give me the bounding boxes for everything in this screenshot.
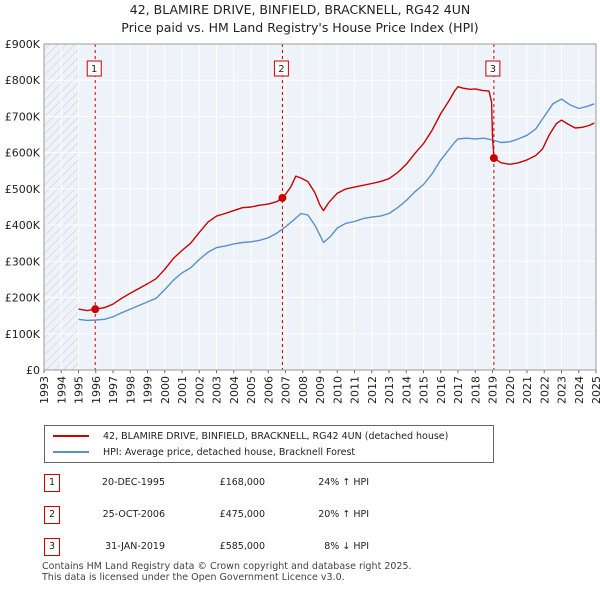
- y-tick-label: £200K: [5, 292, 41, 305]
- sale-marker-number: 1: [91, 64, 97, 75]
- x-tick-label: 2011: [349, 376, 362, 404]
- sale-date: 25-OCT-2006: [102, 509, 165, 520]
- sales-table: 1 20-DEC-1995 £168,000 24% ↑ HPI 2 25-OC…: [0, 472, 600, 562]
- sale-point: [91, 305, 100, 314]
- footer-licence: This data is licensed under the Open Gov…: [42, 572, 345, 583]
- x-tick-label: 2015: [418, 376, 431, 404]
- sale-point: [489, 154, 498, 163]
- x-tick-label: 1996: [90, 376, 103, 404]
- x-tick-label: 2017: [452, 376, 465, 404]
- sale-marker-labels: 1 2 3: [86, 60, 501, 77]
- x-tick-label: 2012: [366, 376, 379, 404]
- y-tick-label: £300K: [5, 255, 41, 268]
- y-tick-label: £900K: [5, 38, 41, 51]
- x-tick-label: 2009: [314, 376, 327, 404]
- sale-row: 3 31-JAN-2019 £585,000 8% ↓ HPI: [0, 538, 600, 558]
- plot-border: [43, 43, 597, 371]
- sale-row: 2 25-OCT-2006 £475,000 20% ↑ HPI: [0, 506, 600, 526]
- y-tick-label: £700K: [5, 110, 41, 123]
- sale-price: £475,000: [219, 509, 265, 520]
- legend-label-hpi: HPI: Average price, detached house, Brac…: [103, 446, 356, 458]
- sale-hpi-diff: 24% ↑ HPI: [318, 477, 369, 488]
- legend-swatch-hpi: [53, 451, 89, 453]
- x-tick-label: 1994: [55, 376, 68, 404]
- x-tick-label: 1998: [124, 376, 137, 404]
- legend-item-hpi: HPI: Average price, detached house, Brac…: [53, 444, 355, 460]
- series-line-hpi: [78, 98, 595, 322]
- sale-points: [91, 154, 498, 314]
- footer: Contains HM Land Registry data © Crown c…: [42, 561, 412, 583]
- sale-marker-number: 3: [490, 64, 496, 75]
- x-tick-label: 2019: [487, 376, 500, 404]
- legend-label-property: 42, BLAMIRE DRIVE, BINFIELD, BRACKNELL, …: [103, 430, 449, 442]
- x-tick-label: 2020: [504, 376, 517, 404]
- x-tick-label: 2005: [245, 376, 258, 404]
- x-tick-label: 2023: [556, 376, 569, 404]
- chart-subtitle: Price paid vs. HM Land Registry's House …: [121, 20, 479, 35]
- series-line-property: [78, 86, 595, 312]
- sale-number-badge: 2: [44, 506, 60, 524]
- x-tick-label: 2014: [400, 376, 413, 404]
- x-tick-label: 2002: [193, 376, 206, 404]
- sale-point: [278, 193, 287, 202]
- y-axis: £0 £100K £200K £300K £400K £500K £600K £700K £80…: [5, 38, 41, 377]
- sale-date: 31-JAN-2019: [105, 541, 165, 552]
- y-tick-label: £500K: [5, 183, 41, 196]
- sale-date: 20-DEC-1995: [101, 477, 165, 488]
- x-tick-label: 2013: [383, 376, 396, 404]
- legend-swatch-property: [53, 435, 89, 437]
- x-tick-label: 2018: [469, 376, 482, 404]
- x-tick-label: 2025: [590, 376, 600, 404]
- sale-row: 1 20-DEC-1995 £168,000 24% ↑ HPI: [0, 474, 600, 494]
- legend: 42, BLAMIRE DRIVE, BINFIELD, BRACKNELL, …: [44, 425, 494, 463]
- legend-item-property: 42, BLAMIRE DRIVE, BINFIELD, BRACKNELL, …: [53, 428, 448, 444]
- x-tick-label: 2004: [228, 376, 241, 404]
- x-tick-label: 2022: [538, 376, 551, 404]
- x-tick-label: 2008: [297, 376, 310, 404]
- footer-copyright: Contains HM Land Registry data © Crown c…: [42, 561, 412, 572]
- y-tick-label: £100K: [5, 328, 41, 341]
- sale-hpi-diff: 8% ↓ HPI: [324, 541, 369, 552]
- x-tick-label: 2007: [280, 376, 293, 404]
- x-tick-label: 2000: [159, 376, 172, 404]
- x-tick-label: 1995: [73, 376, 86, 404]
- y-tick-label: £400K: [5, 219, 41, 232]
- y-tick-label: £600K: [5, 147, 41, 160]
- x-axis: 1993 1994 1995 1996 1997 1998 1999 2000 2001 2002…: [38, 370, 600, 404]
- x-tick-label: 2024: [573, 376, 586, 404]
- sale-number-badge: 1: [44, 474, 60, 492]
- x-tick-label: 2016: [435, 376, 448, 404]
- y-tick-label: £0: [26, 364, 40, 377]
- sale-marker-box: [86, 60, 102, 77]
- x-tick-label: 2003: [211, 376, 224, 404]
- sale-marker-box: [273, 60, 289, 77]
- x-tick-label: 2006: [262, 376, 275, 404]
- series-lines: [78, 86, 595, 322]
- sale-marker-lines: [94, 44, 495, 370]
- x-tick-label: 2021: [521, 376, 534, 404]
- price-chart: 1 2 3 £0 £100K £200K £300K £400K £500K £600K £700…: [5, 38, 600, 404]
- x-tick-label: 2001: [176, 376, 189, 404]
- sale-price: £168,000: [219, 477, 265, 488]
- chart-title: 42, BLAMIRE DRIVE, BINFIELD, BRACKNELL, …: [129, 2, 471, 17]
- x-tick-label: 1999: [142, 376, 155, 404]
- sale-marker-number: 2: [278, 64, 284, 75]
- x-tick-label: 2010: [331, 376, 344, 404]
- sale-price: £585,000: [219, 541, 265, 552]
- sale-marker-box: [485, 60, 501, 77]
- x-tick-label: 1993: [38, 376, 51, 404]
- x-tick-label: 1997: [107, 376, 120, 404]
- y-tick-label: £800K: [5, 74, 41, 87]
- sale-number-badge: 3: [44, 538, 60, 556]
- sale-hpi-diff: 20% ↑ HPI: [318, 509, 369, 520]
